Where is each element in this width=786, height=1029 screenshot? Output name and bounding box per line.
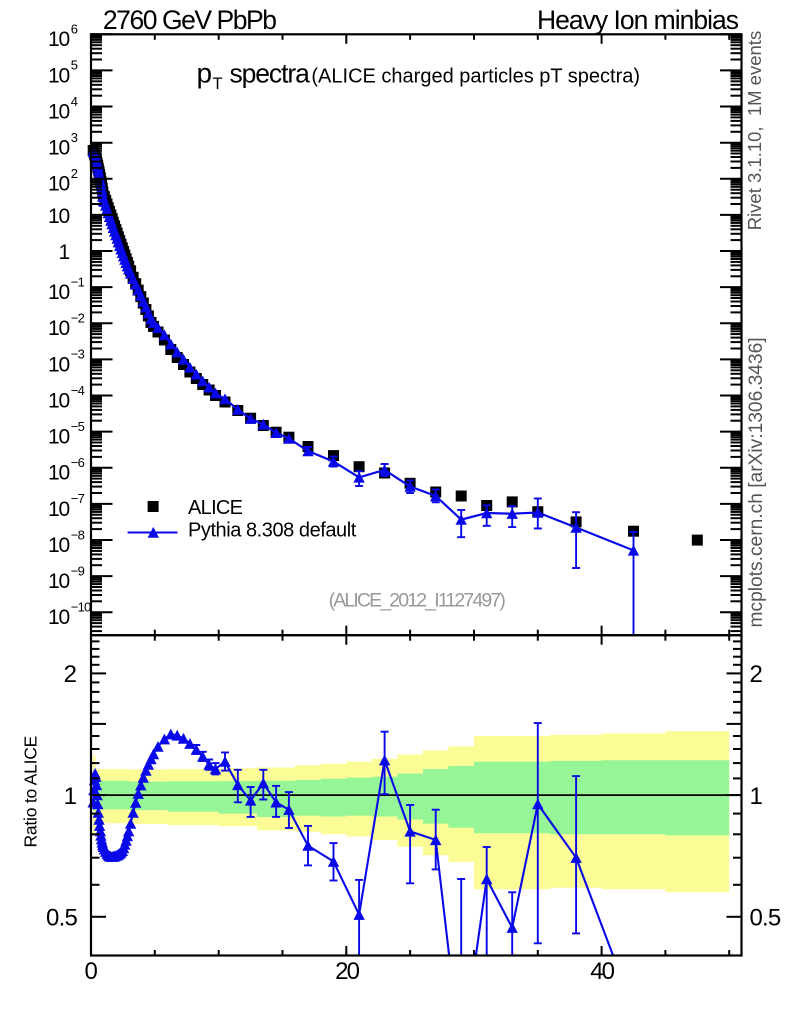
svg-text:10: 10 xyxy=(48,205,69,228)
svg-text:10: 10 xyxy=(48,317,69,340)
svg-text:10: 10 xyxy=(48,28,69,51)
svg-text:2: 2 xyxy=(750,661,763,688)
svg-text:spectra: spectra xyxy=(230,58,311,88)
svg-text:10: 10 xyxy=(48,100,69,123)
svg-text:10: 10 xyxy=(48,64,69,87)
svg-text:10: 10 xyxy=(48,281,69,304)
svg-text:−1: −1 xyxy=(71,274,85,289)
svg-text:(ALICE_2012_I1127497): (ALICE_2012_I1127497) xyxy=(329,590,506,612)
svg-text:10: 10 xyxy=(48,426,69,449)
svg-text:Pythia 8.308 default: Pythia 8.308 default xyxy=(188,520,357,542)
svg-text:3: 3 xyxy=(71,130,78,145)
svg-text:10: 10 xyxy=(48,462,69,485)
svg-text:10: 10 xyxy=(48,606,69,629)
svg-text:−9: −9 xyxy=(71,563,85,578)
svg-text:Rivet 3.1.10, 1M events: Rivet 3.1.10, 1M events xyxy=(744,31,765,231)
svg-text:10: 10 xyxy=(48,534,69,557)
svg-text:10: 10 xyxy=(48,498,69,521)
svg-text:10: 10 xyxy=(48,353,69,376)
svg-text:−7: −7 xyxy=(71,491,85,506)
svg-text:0.5: 0.5 xyxy=(750,905,781,932)
svg-text:40: 40 xyxy=(590,958,614,985)
svg-text:10: 10 xyxy=(48,137,69,160)
svg-text:−8: −8 xyxy=(71,527,85,542)
svg-text:2760 GeV PbPb: 2760 GeV PbPb xyxy=(103,5,276,35)
svg-text:−6: −6 xyxy=(71,455,85,470)
svg-text:−3: −3 xyxy=(71,347,85,362)
svg-text:0: 0 xyxy=(85,958,98,985)
svg-text:10: 10 xyxy=(48,570,69,593)
svg-text:−2: −2 xyxy=(71,311,85,326)
svg-text:0.5: 0.5 xyxy=(46,905,77,932)
svg-text:6: 6 xyxy=(71,22,78,37)
svg-text:1: 1 xyxy=(59,241,70,264)
svg-text:mcplots.cern.ch [arXiv:1306.34: mcplots.cern.ch [arXiv:1306.3436] xyxy=(746,337,767,627)
svg-text:Heavy Ion minbias: Heavy Ion minbias xyxy=(537,5,739,35)
svg-text:Ratio to ALICE: Ratio to ALICE xyxy=(21,736,41,848)
svg-text:p: p xyxy=(197,57,213,88)
svg-text:T: T xyxy=(213,75,223,93)
svg-text:10: 10 xyxy=(48,173,69,196)
svg-text:−5: −5 xyxy=(71,419,85,434)
svg-text:2: 2 xyxy=(64,661,77,688)
svg-text:ALICE: ALICE xyxy=(188,497,243,519)
svg-text:1: 1 xyxy=(64,783,77,810)
svg-text:20: 20 xyxy=(335,958,359,985)
svg-text:1: 1 xyxy=(750,783,763,810)
svg-text:4: 4 xyxy=(71,94,78,109)
svg-text:−4: −4 xyxy=(71,383,85,398)
svg-text:5: 5 xyxy=(71,58,78,73)
svg-text:2: 2 xyxy=(71,166,78,181)
svg-text:(ALICE charged particles pT sp: (ALICE charged particles pT spectra) xyxy=(311,65,640,87)
svg-text:−10: −10 xyxy=(71,600,91,615)
svg-text:10: 10 xyxy=(48,389,69,412)
